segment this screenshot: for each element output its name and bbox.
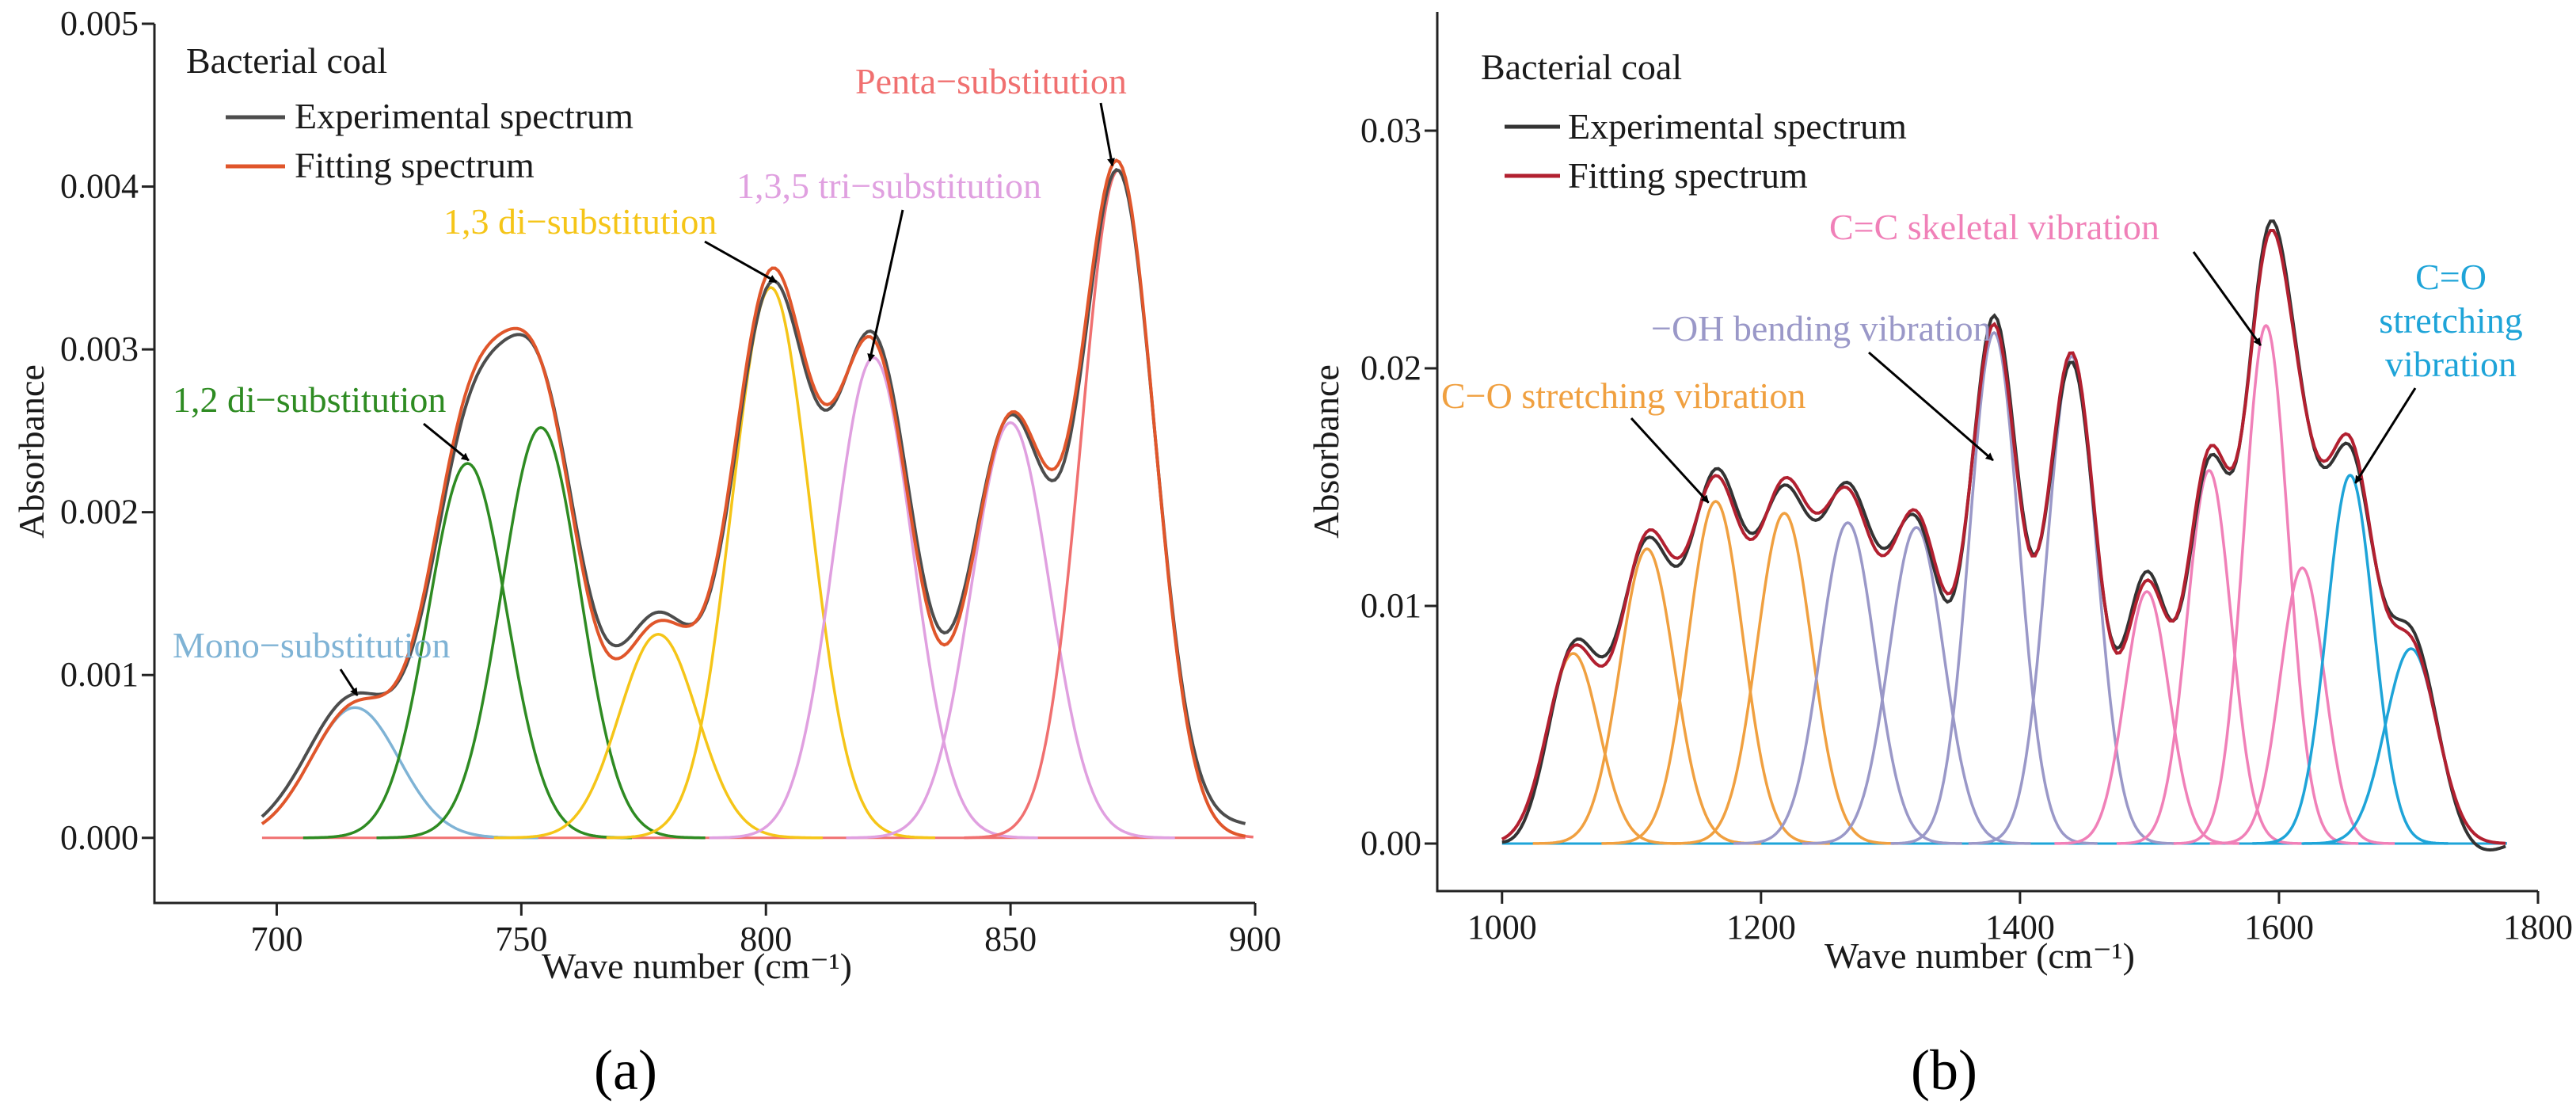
panel-a-legend-experimental: Experimental spectrum xyxy=(295,96,634,136)
panel-b-y-ticks: 0.00 0.01 0.02 0.03 xyxy=(1360,111,1437,863)
panel-a-annot-penta: Penta−substitution xyxy=(855,61,1127,101)
chart-panel-b: 1000 1200 1400 1600 1800 0.00 0.01 0.02 0.03 Wa… xyxy=(1306,12,2573,1102)
panel-b-label: (b) xyxy=(1911,1038,1977,1102)
panel-a-arrow-135-tri xyxy=(867,209,904,362)
panel-b-y-tick-label: 0.00 xyxy=(1360,824,1421,863)
panel-a-arrow-13-di xyxy=(704,240,778,284)
panel-b-arrow-c-o-double xyxy=(2354,387,2417,484)
panel-b-y-tick-label: 0.02 xyxy=(1360,349,1421,387)
panel-b-fitting-spectrum xyxy=(1501,228,2506,845)
panel-b-component-peak-4 xyxy=(1670,512,1899,845)
panel-a-annot-135-tri: 1,3,5 tri−substitution xyxy=(736,166,1041,206)
panel-b-experimental-spectrum xyxy=(1501,219,2506,852)
panel-b-legend-experimental: Experimental spectrum xyxy=(1568,106,1907,147)
panel-b-legend-fitting: Fitting spectrum xyxy=(1568,155,1808,196)
panel-b-x-tick-label: 1600 xyxy=(2244,908,2314,947)
panel-a-arrow-mono xyxy=(339,669,359,696)
panel-a-component-peak-8 xyxy=(964,169,1254,840)
panel-a-x-tick-label: 750 xyxy=(495,920,547,958)
panel-a-curves xyxy=(261,158,1254,840)
panel-a-x-tick-label: 850 xyxy=(984,920,1037,958)
panel-a-component-peak-3 xyxy=(376,425,706,840)
panel-b-x-tick-label: 1000 xyxy=(1467,908,1537,947)
panel-b-y-tick-label: 0.03 xyxy=(1360,111,1421,150)
panel-a-label: (a) xyxy=(594,1038,657,1102)
panel-a-annot-mono: Mono−substitution xyxy=(173,625,451,665)
panel-a-component-peak-4 xyxy=(493,633,823,840)
chart-panel-a: 700 750 800 850 900 0.0000.0010.0020.0030.00… xyxy=(11,4,1281,1102)
panel-b-annot-c-o-double-3: vibration xyxy=(2385,344,2517,384)
panel-a-component-peak-6 xyxy=(709,356,1038,840)
panel-b-annot-cc-skeletal: C=C skeletal vibration xyxy=(1829,207,2159,247)
panel-b-component-peak-3 xyxy=(1601,500,1830,845)
panel-a-axes xyxy=(153,24,1255,905)
panel-b-y-axis-label: Absorbance xyxy=(1306,364,1346,539)
panel-a-x-tick-label: 900 xyxy=(1229,920,1281,958)
panel-a-legend-fitting: Fitting spectrum xyxy=(295,145,535,185)
panel-b-component-peak-7 xyxy=(1890,331,2098,845)
panel-b-arrow-cc-skeletal xyxy=(2192,251,2262,346)
panel-b-y-tick-label: 0.01 xyxy=(1360,586,1421,625)
panel-b-component-peak-2 xyxy=(1532,547,1762,845)
panel-a-fitting-spectrum xyxy=(261,158,1246,838)
panel-a-y-tick-label: 0.000 xyxy=(60,818,139,857)
panel-b-component-peak-13 xyxy=(2252,474,2449,845)
panel-a-y-ticks: 0.000 0.001 0.002 0.003 0.004 0.005 xyxy=(60,4,154,857)
panel-b-annot-co-stretch: C−O stretching vibration xyxy=(1441,375,1805,416)
panel-b-axes xyxy=(1436,12,2538,893)
panel-b-legend: Bacterial coal Experimental spectrum Fit… xyxy=(1481,47,1907,196)
panel-a-y-tick-label: 0.005 xyxy=(60,4,139,43)
panel-b-arrow-co-stretch xyxy=(1630,417,1710,504)
panel-b-component-peak-12 xyxy=(2209,566,2395,845)
panel-a-y-axis-label: Absorbance xyxy=(11,364,51,539)
panel-b-component-peak-8 xyxy=(1968,355,2175,845)
panel-a-component-peak-5 xyxy=(606,286,936,840)
panel-b-component-peak-9 xyxy=(2054,590,2240,845)
panel-b-x-ticks: 1000 1200 1400 1600 1800 xyxy=(1467,891,2573,947)
panel-b-legend-title: Bacterial coal xyxy=(1481,47,1682,87)
panel-a-y-tick-label: 0.001 xyxy=(60,655,139,694)
panel-a-experimental-spectrum xyxy=(261,167,1246,825)
panel-a-y-tick-label: 0.004 xyxy=(60,167,139,206)
panel-b-x-tick-label: 1200 xyxy=(1726,908,1796,947)
panel-a-x-ticks: 700 750 800 850 900 xyxy=(250,903,1281,958)
panel-b-component-peak-10 xyxy=(2116,469,2302,845)
panel-a-arrow-penta xyxy=(1099,102,1115,167)
panel-b-annot-c-o-double-1: C=O xyxy=(2415,257,2487,297)
panel-a-y-tick-label: 0.003 xyxy=(60,330,139,368)
panel-a-x-tick-label: 800 xyxy=(740,920,792,958)
panel-a-y-tick-label: 0.002 xyxy=(60,493,139,531)
panel-b-x-tick-label: 1400 xyxy=(1985,908,2055,947)
panel-b-x-tick-label: 1800 xyxy=(2503,908,2573,947)
panel-a-annot-13-di: 1,3 di−substitution xyxy=(443,201,717,242)
panel-b-annot-oh-bend: −OH bending vibration xyxy=(1651,308,1992,349)
panel-b-component-peak-5 xyxy=(1733,521,1962,845)
panel-a-annot-12-di: 1,2 di−substitution xyxy=(173,379,446,420)
panel-a-x-tick-label: 700 xyxy=(250,920,302,958)
panel-a-legend-title: Bacterial coal xyxy=(186,40,387,81)
panel-b-arrow-oh-bend xyxy=(1868,351,1994,462)
panel-b-annot-c-o-double-2: stretching xyxy=(2379,300,2522,341)
panel-b-x-axis-label: Wave number (cm⁻¹) xyxy=(1825,935,2135,976)
panel-b-component-peak-11 xyxy=(2173,323,2359,845)
panel-a-component-peak-7 xyxy=(846,421,1175,840)
panel-a-component-peak-2 xyxy=(302,462,632,840)
panel-b-component-peak-6 xyxy=(1802,526,2031,845)
panel-b-curves xyxy=(1501,219,2507,852)
panel-a-x-axis-label: Wave number (cm⁻¹) xyxy=(542,946,852,986)
panel-a-arrow-12-di xyxy=(423,422,470,462)
panel-a-legend: Bacterial coal Experimental spectrum Fit… xyxy=(186,40,634,185)
